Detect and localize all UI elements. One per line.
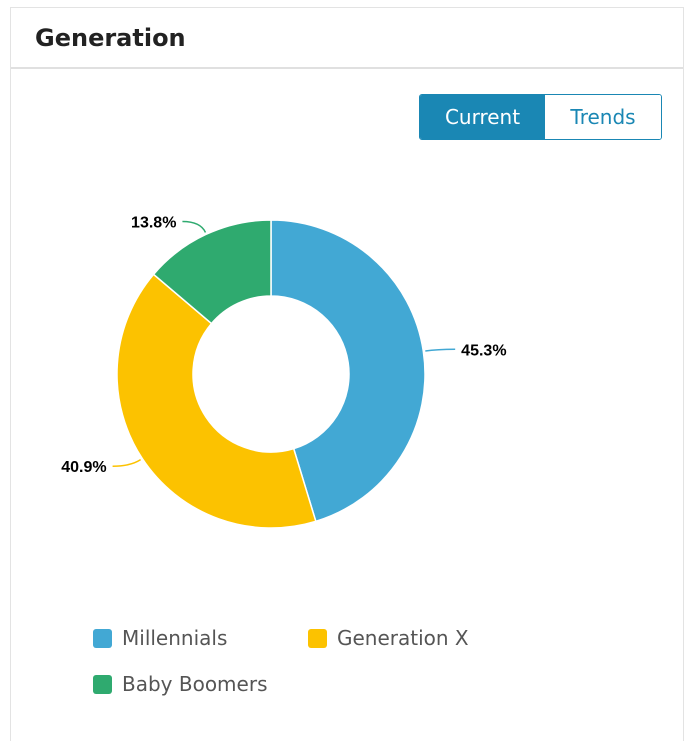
legend-swatch [93,628,112,648]
current-button[interactable]: Current [420,95,545,139]
slice-generation-x[interactable] [116,273,317,529]
legend-label: Generation X [337,626,469,650]
value-label-baby-boomers: 13.8% [131,215,176,232]
value-label-millennials: 45.3% [461,342,506,359]
legend-swatch [308,628,327,648]
legend-item-millennials[interactable]: Millennials [93,626,227,650]
slice-millennials[interactable] [270,219,426,523]
trends-button[interactable]: Trends [545,95,661,139]
card-header: Generation [11,8,683,69]
legend-label: Millennials [122,626,228,650]
legend-item-baby-boomers[interactable]: Baby Boomers [93,672,268,696]
label-connector-baby-boomers [182,220,207,233]
label-connector-millennials [425,348,456,352]
donut-chart: 45.3% 40.9% 13.8% [61,215,507,529]
legend-item-generation-x[interactable]: Generation X [308,626,469,650]
label-connector-generation-x [112,459,142,467]
generation-card: Generation Current Trends 45.3% 40.9% 13.8… [10,7,684,741]
slice-baby-boomers[interactable] [152,219,272,325]
card-title: Generation [35,23,186,52]
value-label-generation-x: 40.9% [61,459,106,476]
view-toggle: Current Trends [419,94,662,140]
legend-label: Baby Boomers [122,672,268,696]
legend-swatch [93,674,112,694]
